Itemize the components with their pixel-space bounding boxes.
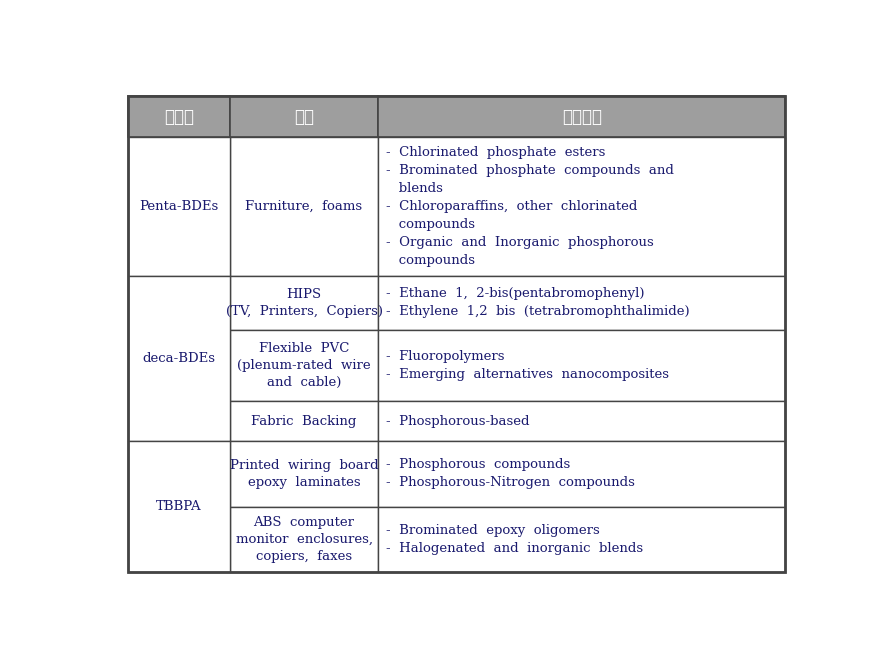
Text: 대체물질: 대체물질 [562, 108, 602, 126]
Bar [378, 507, 785, 572]
Bar [128, 275, 230, 441]
Text: Fabric  Backing: Fabric Backing [251, 415, 357, 428]
Bar [378, 275, 785, 330]
Text: -  Ethane  1,  2-bis(pentabromophenyl)
-  Ethylene  1,2  bis  (tetrabromophthali: - Ethane 1, 2-bis(pentabromophenyl) - Et… [386, 287, 690, 318]
Text: -  Fluoropolymers
-  Emerging  alternatives  nanocomposites: - Fluoropolymers - Emerging alternatives… [386, 350, 670, 381]
Bar [230, 441, 378, 507]
Text: -  Chlorinated  phosphate  esters
-  Brominated  phosphate  compounds  and
   bl: - Chlorinated phosphate esters - Bromina… [386, 146, 674, 267]
Text: -  Brominated  epoxy  oligomers
-  Halogenated  and  inorganic  blends: - Brominated epoxy oligomers - Halogenat… [386, 524, 644, 555]
Text: Furniture,  foams: Furniture, foams [245, 200, 362, 213]
Bar [378, 401, 785, 441]
Text: ABS  computer
monitor  enclosures,
copiers,  faxes: ABS computer monitor enclosures, copiers… [235, 516, 373, 563]
Text: HIPS
(TV,  Printers,  Copiers): HIPS (TV, Printers, Copiers) [226, 288, 383, 318]
Bar [230, 401, 378, 441]
Bar [128, 441, 230, 572]
Text: deca-BDEs: deca-BDEs [143, 352, 216, 365]
Text: 용도: 용도 [294, 108, 314, 126]
Text: Penta-BDEs: Penta-BDEs [139, 200, 218, 213]
Bar [378, 137, 785, 275]
Bar [230, 275, 378, 330]
Bar [128, 137, 230, 275]
Bar [378, 441, 785, 507]
Text: 물질명: 물질명 [164, 108, 194, 126]
Text: -  Phosphorous-based: - Phosphorous-based [386, 415, 530, 428]
Text: TBBPA: TBBPA [156, 500, 202, 513]
Text: Printed  wiring  board
epoxy  laminates: Printed wiring board epoxy laminates [230, 459, 378, 489]
Bar [378, 330, 785, 401]
Bar [230, 137, 378, 275]
Bar [230, 330, 378, 401]
Bar [230, 96, 378, 137]
Bar [378, 96, 785, 137]
Bar [128, 96, 230, 137]
Text: Flexible  PVC
(plenum-rated  wire
and  cable): Flexible PVC (plenum-rated wire and cabl… [237, 342, 371, 389]
Bar [230, 507, 378, 572]
Text: -  Phosphorous  compounds
-  Phosphorous-Nitrogen  compounds: - Phosphorous compounds - Phosphorous-Ni… [386, 458, 635, 489]
